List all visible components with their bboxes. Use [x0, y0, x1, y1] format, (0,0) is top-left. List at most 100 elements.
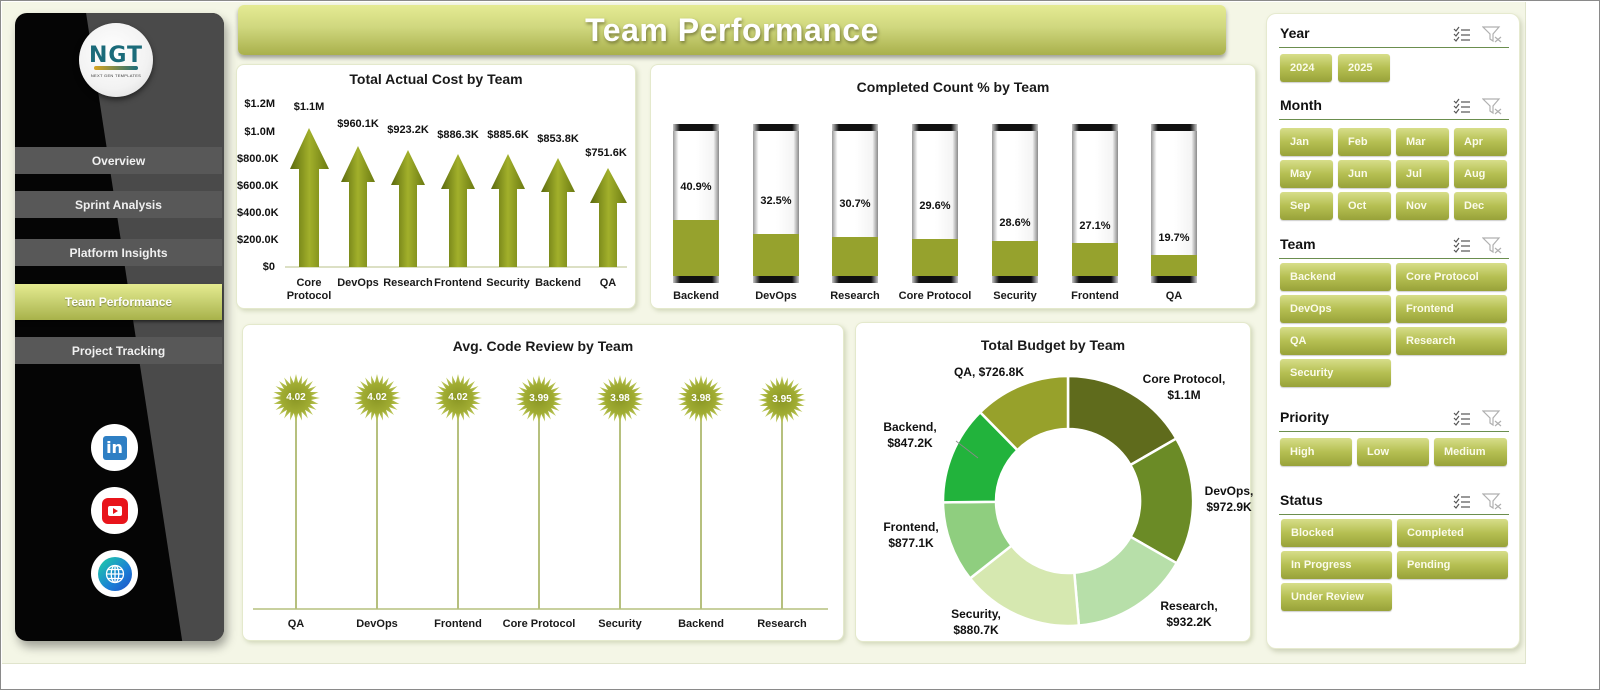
chart-total-actual-cost: Total Actual Cost by Team $1.2M $1.0M $8… [236, 64, 636, 309]
slice-label-qa: QA, $726.8K [953, 365, 1025, 379]
chip-month-nov[interactable]: Nov [1396, 192, 1449, 220]
chip-team-frontend[interactable]: Frontend [1396, 295, 1507, 323]
chip-month-jun[interactable]: Jun [1338, 160, 1391, 188]
data-label: 32.5% [760, 195, 792, 207]
data-label: $751.6K [585, 147, 627, 159]
x-category: Research [383, 277, 433, 289]
data-label: 40.9% [680, 181, 712, 193]
sidebar-slant-decoration [86, 13, 224, 641]
logo-text: NGT [88, 42, 144, 68]
multi-select-icon[interactable] [1452, 492, 1472, 510]
data-label: 3.98 [610, 393, 630, 404]
slicer-title: Priority [1280, 409, 1330, 425]
chart-total-budget: Total Budget by Team Core Protocol, $1.1… [855, 322, 1253, 642]
x-category: Research [830, 290, 880, 302]
nav-item-sprint-analysis[interactable]: Sprint Analysis [15, 191, 222, 218]
clear-filter-icon[interactable] [1482, 409, 1502, 427]
multi-select-icon[interactable] [1452, 236, 1472, 254]
page-title: Team Performance [585, 11, 879, 48]
chip-month-jan[interactable]: Jan [1280, 128, 1333, 156]
sidebar: NGT NEXT GEN TEMPLATES Overview Sprint A… [15, 13, 224, 641]
chip-team-devops[interactable]: DevOps [1280, 295, 1391, 323]
chip-team-research[interactable]: Research [1396, 327, 1507, 355]
slice-label-devops: DevOps, $972.9K [1204, 484, 1254, 514]
x-category: QA [1165, 290, 1183, 302]
chip-team-backend[interactable]: Backend [1280, 263, 1391, 291]
chip-status-blocked[interactable]: Blocked [1281, 519, 1392, 547]
chip-year-2025[interactable]: 2025 [1338, 54, 1390, 82]
chip-priority-high[interactable]: High [1280, 438, 1352, 466]
multi-select-icon[interactable] [1452, 409, 1472, 427]
chip-month-apr[interactable]: Apr [1454, 128, 1507, 156]
x-category: Frontend [1071, 290, 1119, 302]
x-category: QA [599, 277, 617, 289]
slicer-year: Year 2024 2025 [1279, 22, 1509, 82]
chip-month-mar[interactable]: Mar [1396, 128, 1449, 156]
x-category: Backend [673, 290, 719, 302]
slice-label-core-protocol: Core Protocol, $1.1M [1142, 372, 1226, 402]
multi-select-icon[interactable] [1452, 97, 1472, 115]
clear-filter-icon[interactable] [1482, 97, 1502, 115]
y-tick: $1.2M [244, 98, 275, 110]
nav-item-team-performance[interactable]: Team Performance [15, 284, 222, 320]
youtube-icon [101, 497, 128, 524]
x-category: Research [757, 618, 807, 630]
nav-label: Project Tracking [71, 343, 166, 358]
chip-team-qa[interactable]: QA [1280, 327, 1391, 355]
clear-filter-icon[interactable] [1482, 492, 1502, 510]
chip-month-aug[interactable]: Aug [1454, 160, 1507, 188]
chip-priority-medium[interactable]: Medium [1434, 438, 1507, 466]
chip-priority-low[interactable]: Low [1357, 438, 1429, 466]
slicer-priority: Priority High Low Medium [1279, 406, 1509, 466]
data-label: 4.02 [286, 392, 306, 403]
chart-title: Avg. Code Review by Team [452, 338, 634, 354]
x-category: Core Protocol [898, 290, 972, 302]
data-label: $853.8K [537, 133, 579, 145]
x-category: DevOps [356, 618, 398, 630]
data-label: 4.02 [367, 392, 387, 403]
chip-status-pending[interactable]: Pending [1397, 551, 1508, 579]
x-category: Frontend [434, 277, 482, 289]
data-label: $885.6K [487, 129, 529, 141]
chip-status-completed[interactable]: Completed [1397, 519, 1508, 547]
data-label: 29.6% [919, 200, 951, 212]
chip-team-core-protocol[interactable]: Core Protocol [1396, 263, 1507, 291]
chip-status-in-progress[interactable]: In Progress [1281, 551, 1392, 579]
nav-item-overview[interactable]: Overview [15, 147, 222, 174]
chip-month-feb[interactable]: Feb [1338, 128, 1391, 156]
x-category: Backend [678, 618, 724, 630]
website-button[interactable] [91, 550, 138, 597]
chip-month-sep[interactable]: Sep [1280, 192, 1333, 220]
multi-select-icon[interactable] [1452, 25, 1472, 43]
y-tick: $600.0K [237, 180, 279, 192]
chip-team-security[interactable]: Security [1280, 359, 1391, 387]
slicer-title: Month [1280, 97, 1322, 113]
arrow-bars [285, 128, 627, 268]
chip-month-jul[interactable]: Jul [1396, 160, 1449, 188]
clear-filter-icon[interactable] [1482, 25, 1502, 43]
chip-month-dec[interactable]: Dec [1454, 192, 1507, 220]
chart-avg-code-review: Avg. Code Review by Team 4.02 4.02 4.02 … [242, 324, 844, 641]
chip-month-may[interactable]: May [1280, 160, 1333, 188]
youtube-button[interactable] [91, 487, 138, 534]
x-category: Security [486, 277, 530, 289]
cylinder-bars [673, 124, 1197, 283]
clear-filter-icon[interactable] [1482, 236, 1502, 254]
slicer-team: Team Backend Core Protocol DevOps Fronte… [1279, 233, 1509, 387]
chip-month-oct[interactable]: Oct [1338, 192, 1391, 220]
chip-year-2024[interactable]: 2024 [1280, 54, 1332, 82]
y-tick: $200.0K [237, 234, 279, 246]
chip-status-under-review[interactable]: Under Review [1281, 583, 1392, 611]
chart-title: Total Budget by Team [980, 337, 1126, 353]
linkedin-icon: in [102, 435, 127, 460]
slicer-month: Month Jan Feb Mar Apr May Jun Jul Aug Se… [1279, 94, 1509, 220]
nav-item-platform-insights[interactable]: Platform Insights [15, 239, 222, 266]
linkedin-button[interactable]: in [91, 424, 138, 471]
nav-item-project-tracking[interactable]: Project Tracking [15, 337, 222, 364]
slicer-status: Status Blocked Completed In Progress Pen… [1279, 489, 1509, 611]
x-category: Security [993, 290, 1037, 302]
donut-chart [941, 374, 1195, 628]
chart-title: Total Actual Cost by Team [349, 71, 523, 87]
data-label: 19.7% [1158, 232, 1190, 244]
nav-label: Team Performance [64, 295, 173, 309]
